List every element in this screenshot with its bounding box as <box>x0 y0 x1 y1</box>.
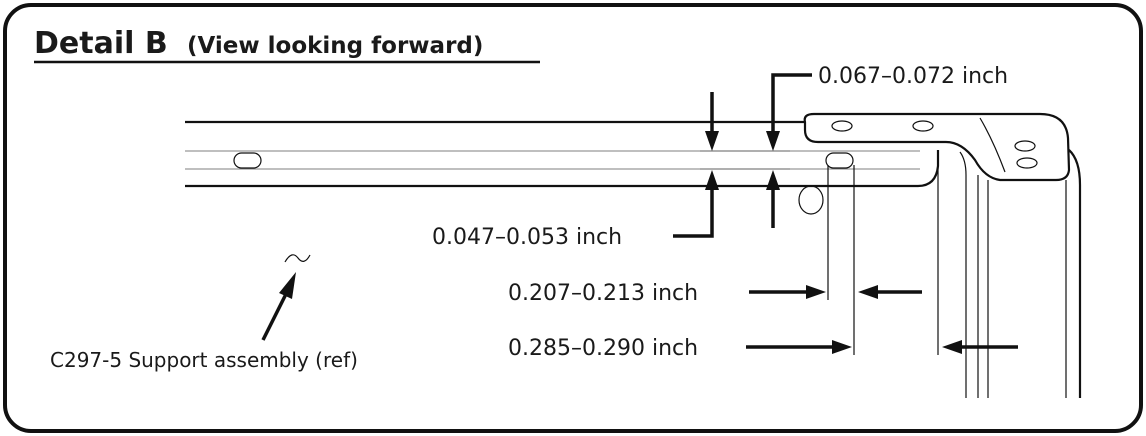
arrowhead-upper-down <box>766 131 780 151</box>
leader-lower-thickness <box>673 190 714 238</box>
reference-arrowhead <box>279 272 296 299</box>
bracket-hole-2 <box>912 120 934 132</box>
fastener-hole-below-rail <box>798 185 824 215</box>
bracket-leg-outer <box>1068 149 1082 398</box>
reference-callout: C297-5 Support assembly (ref) <box>50 254 358 372</box>
label-hole-to-edge: 0.207–0.213 inch <box>508 281 698 306</box>
bracket-bend-line <box>979 117 1006 173</box>
arrowhead-hole-to-flange-left <box>942 340 962 354</box>
detail-title-main: Detail B <box>34 26 168 61</box>
detail-title-sub: (View looking forward) <box>187 33 483 59</box>
leader-upper-thickness <box>771 73 812 133</box>
slot-right <box>825 152 854 169</box>
angle-bracket <box>803 112 1082 398</box>
dimension-hole-to-flange: 0.285–0.290 inch <box>508 336 1018 361</box>
bracket-hole-4 <box>1016 157 1038 169</box>
arrowhead-upper-up <box>766 170 780 190</box>
drawing-frame <box>3 3 1143 433</box>
slot-left <box>233 152 262 169</box>
dimension-upper-thickness: 0.067–0.072 inch <box>766 64 1008 228</box>
label-hole-to-flange: 0.285–0.290 inch <box>508 336 698 361</box>
extension-lines <box>700 150 855 355</box>
label-upper-thickness: 0.067–0.072 inch <box>818 64 1008 89</box>
dimension-lower-thickness: 0.047–0.053 inch <box>432 92 719 250</box>
reference-squiggle <box>284 254 311 263</box>
arrowhead-hole-to-edge-left <box>858 285 878 299</box>
bracket-leg-edge <box>959 151 967 398</box>
arrowhead-hole-to-edge-right <box>806 285 826 299</box>
detail-title: Detail B (View looking forward) <box>34 26 540 64</box>
reference-label: C297-5 Support assembly (ref) <box>50 348 358 372</box>
arrowhead-hole-to-flange-right <box>832 340 852 354</box>
bracket-hole-3 <box>1014 140 1036 152</box>
bracket-hole-1 <box>831 120 853 132</box>
dimension-hole-to-edge: 0.207–0.213 inch <box>508 281 922 306</box>
arrowhead-lower-down <box>705 131 719 151</box>
reference-leader <box>261 291 289 341</box>
arrowhead-lower-up <box>705 170 719 190</box>
support-rail <box>185 120 940 215</box>
label-lower-thickness: 0.047–0.053 inch <box>432 225 622 250</box>
bracket-flange-outline <box>803 112 1071 182</box>
rail-bottom-edge <box>185 150 940 188</box>
